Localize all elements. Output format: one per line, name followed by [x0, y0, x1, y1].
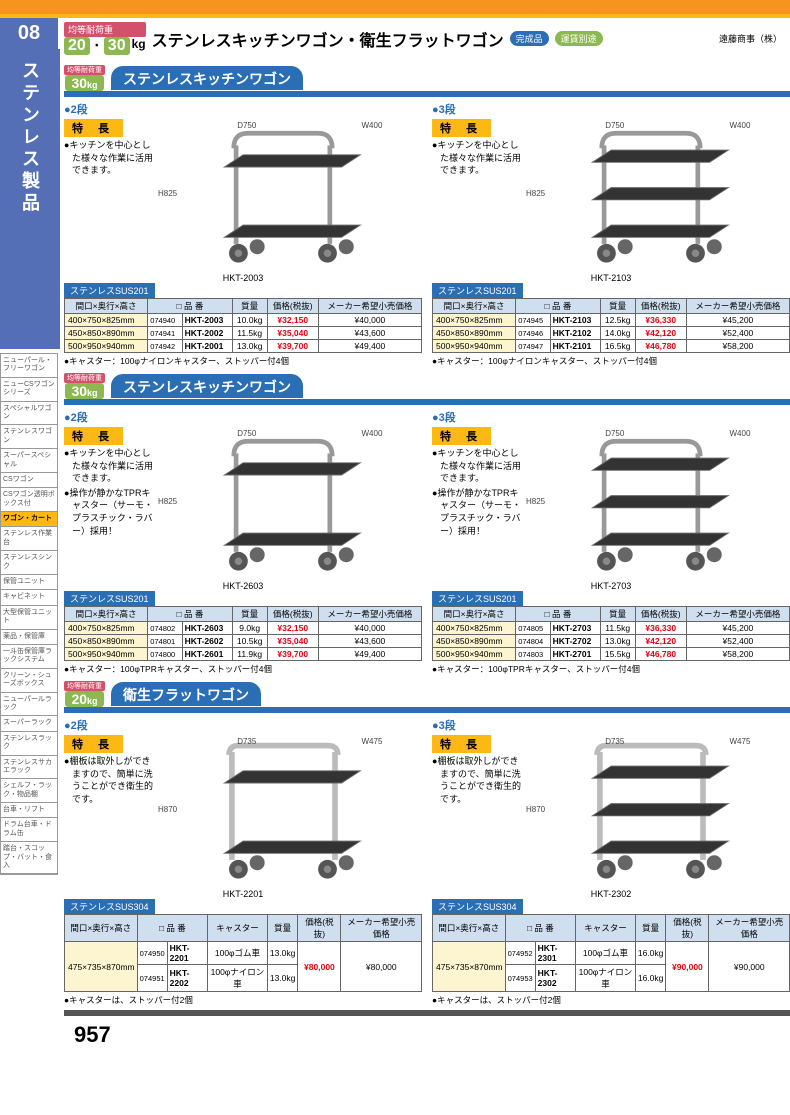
feature-text: キッチンを中心とした様々な作業に活用できます。操作が静かなTPRキャスター（サー… — [432, 447, 522, 537]
product-image: D750W400H825 — [158, 117, 422, 277]
tier-label: 3段 — [432, 409, 790, 425]
sidebar-item[interactable]: 台車・リフト — [1, 803, 57, 818]
sidebar-item[interactable]: クリーン・シューズボックス — [1, 669, 57, 693]
table-note: キャスターは、ストッパー付2個 — [432, 994, 790, 1006]
page-number: 957 — [64, 1016, 790, 1054]
table-note: キャスターは、ストッパー付2個 — [64, 994, 422, 1006]
sidebar-item[interactable]: CSワゴン — [1, 473, 57, 488]
sidebar-nav: ニューパール・フリーワゴンニューCSワゴンシリーズスペシャルワゴンステンレスワゴ… — [0, 353, 58, 875]
sidebar-item[interactable]: シェルフ・ラック・物品棚 — [1, 779, 57, 803]
sidebar-item[interactable]: ステンレス作業台 — [1, 527, 57, 551]
sidebar-item[interactable]: ステンレスワゴン — [1, 425, 57, 449]
product-block: 2段特 長キッチンを中心とした様々な作業に活用できます。操作が静かなTPRキャス… — [64, 409, 422, 675]
sidebar-item[interactable]: スーパースペシャル — [1, 449, 57, 473]
product-block: 3段特 長キッチンを中心とした様々な作業に活用できます。操作が静かなTPRキャス… — [432, 409, 790, 675]
product-section: 均等耐荷重30kgステンレスキッチンワゴン2段特 長キッチンを中心とした様々な作… — [64, 65, 790, 367]
section-title: ステンレスキッチンワゴン — [111, 374, 303, 398]
material-label: ステンレスSUS304 — [64, 899, 155, 914]
table-note: キャスター：100φナイロンキャスター、ストッパー付4個 — [64, 355, 422, 367]
company-name: 遠藤商事（株） — [719, 32, 790, 45]
tag-completed: 完成品 — [510, 31, 549, 46]
product-image: D735W475H870 — [158, 733, 422, 893]
product-section: 均等耐荷重20kg衛生フラットワゴン2段特 長棚板は取外しができますので、簡単に… — [64, 681, 790, 1006]
sidebar-item[interactable]: 保管ユニット — [1, 575, 57, 590]
feature-text: キッチンを中心とした様々な作業に活用できます。 — [64, 139, 154, 177]
feature-label: 特 長 — [432, 119, 491, 137]
sidebar-item[interactable]: 薬品・保管庫 — [1, 630, 57, 645]
sidebar-item[interactable]: キャビネット — [1, 590, 57, 605]
page-header: 均等耐荷重 20 ・ 30 kg ステンレスキッチンワゴン・衛生フラットワゴン … — [64, 18, 790, 59]
feature-label: 特 長 — [64, 735, 123, 753]
spec-table: 間口×奥行×高さ□ 品 番キャスター質量価格(税抜)メーカー希望小売価格475×… — [64, 914, 422, 992]
spec-table: 間口×奥行×高さ□ 品 番質量価格(税抜)メーカー希望小売価格400×750×8… — [432, 606, 790, 661]
sidebar-item[interactable]: ステンレスサカエラック — [1, 756, 57, 780]
product-block: 2段特 長キッチンを中心とした様々な作業に活用できます。D750W400H825… — [64, 101, 422, 367]
cart-icon — [205, 122, 375, 272]
spec-table: 間口×奥行×高さ□ 品 番キャスター質量価格(税抜)メーカー希望小売価格475×… — [432, 914, 790, 992]
tier-label: 2段 — [64, 717, 422, 733]
sidebar-item[interactable]: ニューパール・フリーワゴン — [1, 354, 57, 378]
product-image: D735W475H870 — [526, 733, 790, 893]
cart-icon — [573, 122, 743, 272]
product-block: 3段特 長棚板は取外しができますので、簡単に洗うことができ衛生的です。D735W… — [432, 717, 790, 1006]
top-bar — [0, 0, 790, 18]
category-title: ステンレス製品 — [0, 49, 60, 349]
load-values: 20 ・ 30 kg — [64, 37, 146, 55]
sidebar-item[interactable]: スーパーラック — [1, 716, 57, 731]
sidebar-item[interactable]: ステンレスラック — [1, 732, 57, 756]
sidebar-item[interactable]: スペシャルワゴン — [1, 402, 57, 426]
sidebar-item[interactable]: ニューパールラック — [1, 693, 57, 717]
feature-text: キッチンを中心とした様々な作業に活用できます。 — [432, 139, 522, 177]
load-badge-group: 均等耐荷重 20 ・ 30 kg — [64, 22, 146, 55]
cart-icon — [573, 738, 743, 888]
tier-label: 2段 — [64, 409, 422, 425]
sidebar-item[interactable]: ステンレスシンク — [1, 551, 57, 575]
product-section: 均等耐荷重30kgステンレスキッチンワゴン2段特 長キッチンを中心とした様々な作… — [64, 373, 790, 675]
page-title: ステンレスキッチンワゴン・衛生フラットワゴン — [152, 27, 504, 51]
table-note: キャスター：100φTPRキャスター、ストッパー付4個 — [432, 663, 790, 675]
category-number: 08 — [0, 18, 58, 49]
cart-icon — [573, 430, 743, 580]
feature-label: 特 長 — [432, 427, 491, 445]
cart-icon — [205, 430, 375, 580]
feature-label: 特 長 — [64, 119, 123, 137]
section-title: ステンレスキッチンワゴン — [111, 66, 303, 90]
spec-table: 間口×奥行×高さ□ 品 番質量価格(税抜)メーカー希望小売価格400×750×8… — [64, 606, 422, 661]
product-block: 2段特 長棚板は取外しができますので、簡単に洗うことができ衛生的です。D735W… — [64, 717, 422, 1006]
feature-label: 特 長 — [432, 735, 491, 753]
tier-label: 3段 — [432, 101, 790, 117]
tier-label: 2段 — [64, 101, 422, 117]
material-label: ステンレスSUS201 — [64, 591, 155, 606]
product-image: D750W400H825 — [526, 425, 790, 585]
feature-text: キッチンを中心とした様々な作業に活用できます。操作が静かなTPRキャスター（サー… — [64, 447, 154, 537]
sidebar-item[interactable]: ドラム台車・ドラム缶 — [1, 818, 57, 842]
tier-label: 3段 — [432, 717, 790, 733]
sidebar: 08 ステンレス製品 ニューパール・フリーワゴンニューCSワゴンシリーズスペシャ… — [0, 18, 58, 1054]
content-area: 均等耐荷重 20 ・ 30 kg ステンレスキッチンワゴン・衛生フラットワゴン … — [58, 18, 790, 1054]
material-label: ステンレスSUS201 — [432, 591, 523, 606]
section-title: 衛生フラットワゴン — [111, 682, 261, 706]
sidebar-item[interactable]: ワゴン・カート — [1, 512, 57, 527]
table-note: キャスター：100φTPRキャスター、ストッパー付4個 — [64, 663, 422, 675]
feature-text: 棚板は取外しができますので、簡単に洗うことができ衛生的です。 — [64, 755, 154, 805]
tag-shipping: 運賃別途 — [555, 31, 603, 46]
material-label: ステンレスSUS304 — [432, 899, 523, 914]
feature-text: 棚板は取外しができますので、簡単に洗うことができ衛生的です。 — [432, 755, 522, 805]
product-image: D750W400H825 — [526, 117, 790, 277]
sidebar-item[interactable]: 踏台・スコップ・バット・食入 — [1, 842, 57, 874]
sidebar-item[interactable]: 一斗缶保管庫ラックシステム — [1, 645, 57, 669]
product-block: 3段特 長キッチンを中心とした様々な作業に活用できます。D750W400H825… — [432, 101, 790, 367]
sidebar-item[interactable]: ニューCSワゴンシリーズ — [1, 378, 57, 402]
spec-table: 間口×奥行×高さ□ 品 番質量価格(税抜)メーカー希望小売価格400×750×8… — [64, 298, 422, 353]
cart-icon — [205, 738, 375, 888]
feature-label: 特 長 — [64, 427, 123, 445]
product-image: D750W400H825 — [158, 425, 422, 585]
material-label: ステンレスSUS201 — [64, 283, 155, 298]
sidebar-item[interactable]: 大型保管ユニット — [1, 606, 57, 630]
spec-table: 間口×奥行×高さ□ 品 番質量価格(税抜)メーカー希望小売価格400×750×8… — [432, 298, 790, 353]
load-label: 均等耐荷重 — [64, 22, 146, 37]
material-label: ステンレスSUS201 — [432, 283, 523, 298]
table-note: キャスター：100φナイロンキャスター、ストッパー付4個 — [432, 355, 790, 367]
sidebar-item[interactable]: CSワゴン透明ボックス付 — [1, 488, 57, 512]
